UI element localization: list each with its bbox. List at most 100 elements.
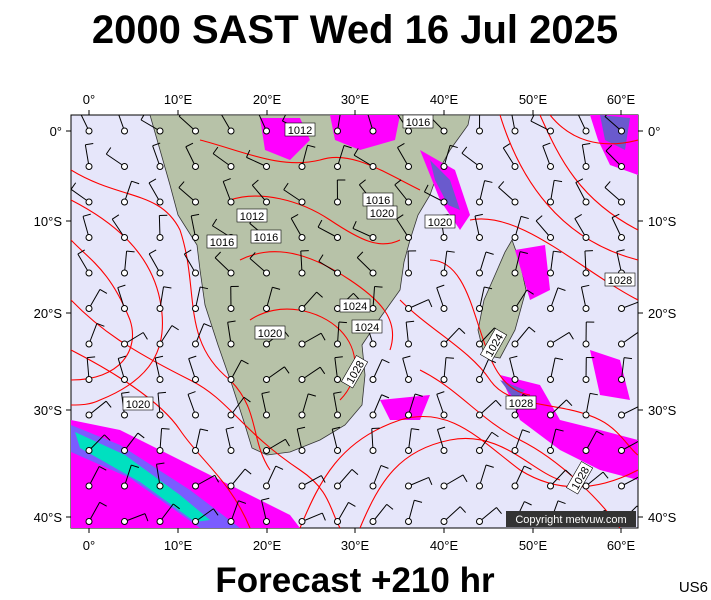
wind-feather [79, 108, 86, 111]
wind-barb [479, 399, 497, 416]
wind-station [156, 482, 164, 490]
wind-barb [77, 253, 90, 274]
wind-station [618, 376, 625, 383]
wind-feather [341, 109, 349, 110]
wind-barb [337, 322, 340, 345]
wind-feather [241, 359, 249, 365]
wind-station [334, 411, 341, 419]
wind-station [369, 234, 377, 241]
lon-label-bottom: 0° [83, 538, 95, 553]
wind-barb [372, 359, 383, 380]
wind-feather [246, 149, 251, 158]
isobar-label: 1028 [509, 398, 533, 410]
wind-feather [85, 142, 94, 146]
wind-feather [437, 426, 446, 430]
wind-barb [502, 147, 516, 167]
wind-station [582, 305, 590, 312]
wind-feather [338, 321, 347, 324]
isobar-label-group: 1020 [122, 396, 154, 411]
wind-station [440, 305, 448, 312]
wind-feather [321, 512, 326, 521]
wind-feather [117, 284, 126, 289]
wind-barb [402, 358, 409, 380]
lon-label-top: 0° [83, 92, 95, 107]
wind-station [369, 482, 377, 490]
wind-feather [428, 115, 430, 116]
isobar-label-box [122, 396, 154, 411]
wind-feather [636, 505, 638, 508]
wind-barb [479, 286, 485, 309]
wind-feather [178, 115, 181, 117]
wind-feather [318, 254, 324, 262]
wind-station [85, 198, 93, 206]
wind-barb [301, 475, 322, 487]
wind-feather [530, 115, 535, 122]
wind-barb [266, 366, 285, 380]
wind-station [440, 376, 448, 383]
wind-station [476, 376, 483, 383]
isobars [71, 115, 638, 528]
wind-barb [585, 471, 604, 487]
wind-feather [284, 366, 290, 374]
wind-barb [408, 428, 412, 451]
wind-feather [565, 469, 572, 476]
wind-barb [511, 115, 516, 132]
wind-station [440, 127, 448, 135]
wind-feather [171, 325, 179, 331]
wind-barb [604, 116, 622, 132]
wind-feather [213, 508, 219, 516]
wind-feather [163, 286, 172, 289]
wind-barb [296, 428, 303, 451]
isobar-label: 1020 [428, 217, 452, 229]
wind-station [298, 340, 306, 348]
wind-station [227, 127, 235, 135]
wind-station [511, 234, 519, 241]
wind-station [476, 340, 483, 348]
wind-feather [104, 434, 111, 441]
wind-barb [514, 289, 528, 309]
wind-station [156, 305, 164, 312]
wind-station [121, 411, 128, 419]
wind-feather [319, 366, 326, 375]
precip-core-inner [75, 432, 210, 522]
wind-station [582, 340, 590, 348]
wind-barb [443, 145, 451, 167]
wind-barb [301, 512, 323, 522]
wind-barb [372, 504, 388, 522]
wind-station [405, 163, 412, 170]
wind-feather [227, 320, 236, 323]
wind-feather [131, 464, 140, 469]
wind-feather [308, 393, 316, 397]
wind-feather [144, 513, 149, 522]
wind-station [369, 269, 377, 277]
wind-feather [436, 284, 445, 289]
isobar-label-box [351, 319, 383, 334]
wind-feather [211, 218, 218, 227]
wind-station [476, 482, 483, 490]
wind-barb [574, 218, 587, 238]
wind-feather [244, 468, 252, 475]
wind-feather [449, 144, 458, 149]
wind-feather [152, 142, 161, 147]
wind-feather [283, 182, 289, 191]
wind-station [511, 340, 519, 348]
wind-station [511, 411, 519, 419]
wind-feather [117, 108, 125, 111]
wind-feather [251, 179, 259, 186]
isobar-label: 1016 [254, 232, 278, 244]
wind-station [405, 198, 412, 206]
wind-feather [334, 356, 343, 359]
wind-station [192, 482, 199, 490]
wind-station [85, 447, 93, 454]
wind-barb [118, 115, 125, 132]
wind-station [121, 198, 128, 206]
wind-station [263, 482, 270, 490]
wind-feather [187, 391, 196, 395]
wind-barb [266, 287, 273, 309]
wind-station [192, 127, 199, 135]
isobar-label-box [366, 205, 398, 220]
wind-barb [621, 301, 638, 309]
wind-barb [230, 359, 242, 380]
wind-feather [577, 108, 584, 111]
wind-station [192, 305, 199, 312]
